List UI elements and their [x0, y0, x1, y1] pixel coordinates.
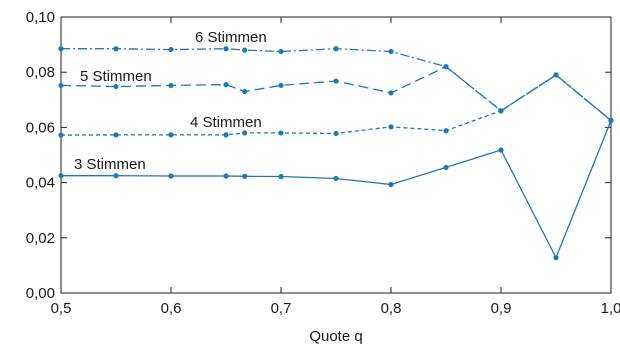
data-point-3-stimmen	[113, 173, 119, 179]
x-tick-label: 0,5	[51, 300, 72, 317]
x-tick-label: 0,9	[491, 300, 512, 317]
data-point-6-stimmen	[242, 47, 248, 53]
data-point-6-stimmen	[58, 46, 64, 52]
data-point-5-stimmen	[388, 90, 394, 96]
data-point-3-stimmen	[333, 175, 339, 182]
data-point-3-stimmen	[443, 164, 449, 171]
data-point-6-stimmen	[278, 48, 284, 55]
data-point-5-stimmen	[443, 64, 449, 70]
data-point-5-stimmen	[333, 78, 339, 84]
series-label-4-stimmen: 4 Stimmen	[190, 114, 262, 131]
data-point-3-stimmen	[388, 181, 394, 188]
series-points	[58, 46, 614, 261]
x-tick-label: 0,8	[381, 300, 402, 317]
series-line-3-stimmen	[61, 120, 612, 259]
data-point-4-stimmen	[223, 132, 229, 138]
data-point-6-stimmen	[223, 46, 229, 52]
series-label-5-stimmen: 5 Stimmen	[80, 68, 152, 85]
data-point-3-stimmen	[168, 173, 174, 179]
y-tick-label: 0,02	[26, 230, 55, 247]
data-point-3-stimmen	[498, 147, 504, 153]
y-tick-label: 0,08	[26, 64, 55, 81]
series-label-3-stimmen: 3 Stimmen	[74, 156, 146, 173]
data-point-4-stimmen	[278, 130, 284, 136]
data-point-4-stimmen	[242, 130, 248, 136]
x-axis-ticks: 0,5 0,6 0,7 0,8 0,9 1,0	[51, 17, 620, 317]
y-tick-label: 0,04	[26, 175, 55, 192]
plot-frame	[60, 16, 612, 294]
data-point-3-stimmen	[58, 173, 64, 179]
data-point-5-stimmen	[168, 82, 174, 89]
data-point-4-stimmen	[58, 132, 64, 138]
data-point-3-stimmen	[553, 255, 559, 261]
x-axis-label: Quote q	[309, 328, 362, 345]
data-point-4-stimmen	[443, 128, 449, 134]
x-tick-label: 0,6	[161, 300, 182, 317]
data-point-5-stimmen	[242, 88, 248, 95]
data-point-6-stimmen	[333, 46, 339, 52]
data-point-4-stimmen	[553, 72, 559, 78]
data-point-6-stimmen	[113, 46, 119, 52]
data-point-5-stimmen	[58, 82, 64, 89]
data-point-6-stimmen	[388, 48, 394, 55]
data-point-4-stimmen	[333, 130, 339, 137]
series-label-6-stimmen: 6 Stimmen	[195, 29, 267, 46]
data-point-3-stimmen	[242, 173, 248, 179]
series-lines	[60, 48, 612, 259]
data-point-4-stimmen	[113, 132, 119, 138]
x-tick-label: 0,7	[271, 300, 292, 317]
series-line-4-stimmen	[60, 74, 612, 136]
y-tick-label: 0,06	[26, 119, 55, 136]
x-tick-label: 1,0	[601, 300, 620, 317]
series-line-5-stimmen	[60, 66, 612, 122]
y-tick-label: 0,10	[26, 9, 55, 26]
series-labels: 6 Stimmen 5 Stimmen 4 Stimmen 3 Stimmen	[74, 29, 267, 173]
data-point-4-stimmen	[498, 108, 504, 114]
data-point-5-stimmen	[223, 82, 229, 88]
y-tick-label: 0,00	[26, 285, 55, 302]
data-point-3-stimmen	[608, 117, 614, 124]
data-point-5-stimmen	[113, 83, 119, 90]
data-point-3-stimmen	[278, 173, 284, 180]
data-point-6-stimmen	[168, 46, 174, 53]
data-point-4-stimmen	[388, 124, 394, 130]
data-point-3-stimmen	[223, 173, 229, 179]
data-point-4-stimmen	[168, 132, 174, 138]
data-point-5-stimmen	[278, 82, 284, 89]
